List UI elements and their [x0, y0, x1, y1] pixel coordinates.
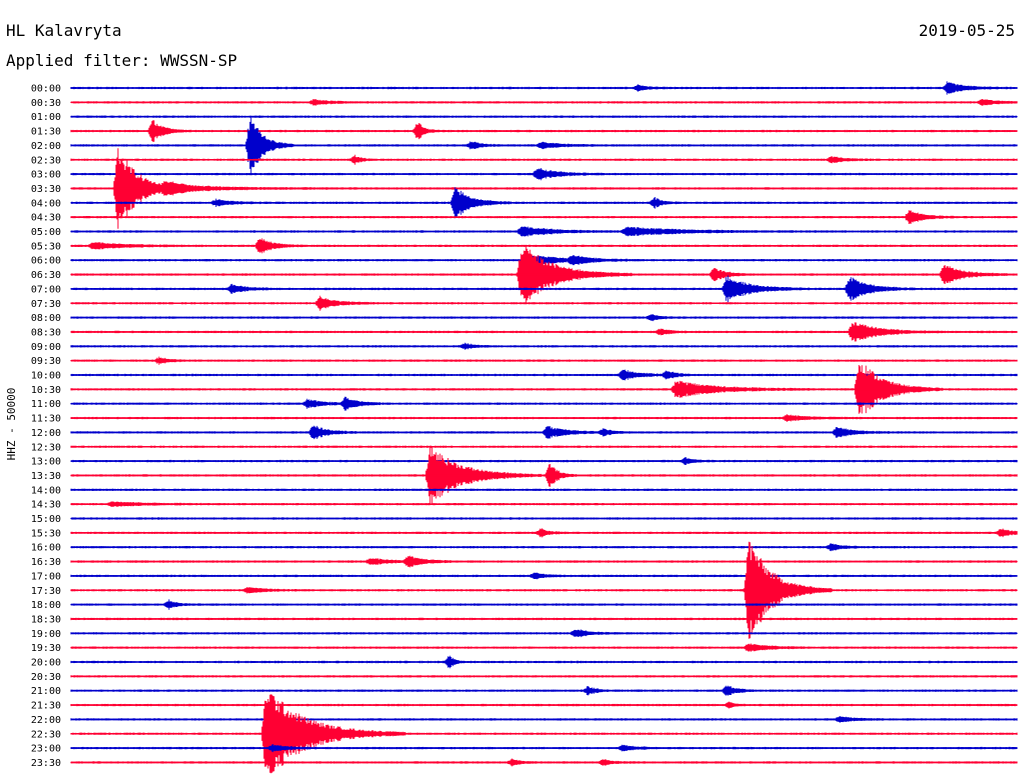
trace-lines: [70, 81, 1018, 774]
row-label: 01:30: [31, 127, 61, 138]
row-label: 06:00: [31, 256, 61, 267]
row-label: 03:30: [31, 184, 61, 195]
row-label: 19:30: [31, 643, 61, 654]
row-label: 20:30: [31, 672, 61, 683]
filter-label: Applied filter: WWSSN-SP: [6, 51, 238, 70]
row-label: 18:30: [31, 614, 61, 625]
row-label: 22:30: [31, 729, 61, 740]
row-label: 16:00: [31, 543, 61, 554]
row-label: 07:30: [31, 299, 61, 310]
row-label: 09:00: [31, 342, 61, 353]
row-label: 08:00: [31, 313, 61, 324]
row-label: 11:30: [31, 414, 61, 425]
row-label: 16:30: [31, 557, 61, 568]
row-label: 10:00: [31, 371, 61, 382]
row-label: 14:30: [31, 500, 61, 511]
row-label: 09:30: [31, 356, 61, 367]
row-label: 01:00: [31, 112, 61, 123]
row-label: 23:00: [31, 744, 61, 755]
row-label: 04:30: [31, 213, 61, 224]
row-label: 04:00: [31, 198, 61, 209]
row-label: 12:00: [31, 428, 61, 439]
row-label: 06:30: [31, 270, 61, 281]
date-label: 2019-05-25: [918, 21, 1015, 40]
row-label: 14:00: [31, 485, 61, 496]
row-label: 15:30: [31, 528, 61, 539]
row-label: 11:00: [31, 399, 61, 410]
row-label: 07:00: [31, 284, 61, 295]
row-label: 00:00: [31, 84, 61, 95]
row-label: 17:30: [31, 586, 61, 597]
station-title: HL Kalavryta: [6, 21, 122, 40]
row-label: 20:00: [31, 658, 61, 669]
row-label: 15:00: [31, 514, 61, 525]
row-label: 13:00: [31, 457, 61, 468]
row-label: 03:00: [31, 170, 61, 181]
row-label: 18:00: [31, 600, 61, 611]
row-label: 21:30: [31, 701, 61, 712]
row-label: 02:30: [31, 155, 61, 166]
row-label: 21:00: [31, 686, 61, 697]
row-label: 17:00: [31, 571, 61, 582]
row-label: 05:00: [31, 227, 61, 238]
row-label: 13:30: [31, 471, 61, 482]
row-label: 10:30: [31, 385, 61, 396]
row-label: 23:30: [31, 758, 61, 769]
row-label: 02:00: [31, 141, 61, 152]
row-time-labels: 00:00 00:30 01:00 01:30 02:00 02:30 03:00 03:30…: [31, 84, 61, 769]
row-label: 12:30: [31, 442, 61, 453]
row-label: 00:30: [31, 98, 61, 109]
row-label: 22:00: [31, 715, 61, 726]
y-axis-label: HHZ - 50000: [5, 388, 18, 461]
row-label: 08:30: [31, 327, 61, 338]
row-label: 05:30: [31, 241, 61, 252]
row-label: 19:00: [31, 629, 61, 640]
